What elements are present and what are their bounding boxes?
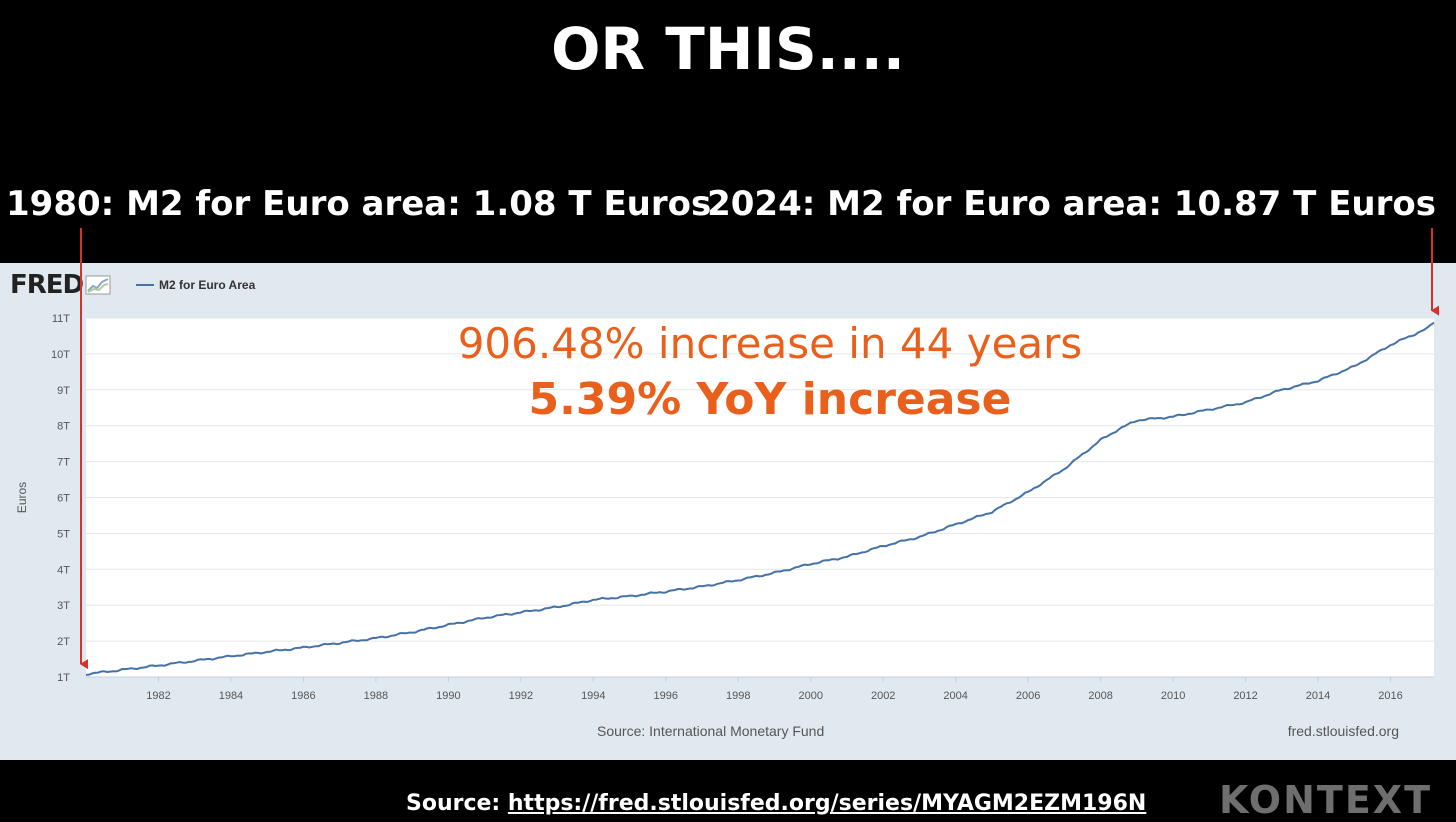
y-tick-label: 4T xyxy=(57,564,70,576)
x-tick-label: 2004 xyxy=(943,690,967,702)
y-tick-label: 2T xyxy=(57,636,70,648)
y-tick-label: 3T xyxy=(57,600,70,612)
increase-annotation: 906.48% increase in 44 years xyxy=(457,319,1083,368)
m2-line-chart: 1T 2T 3T 4T 5T 6T 7T 8T 9T 10T 11T 1982 1984 1986 1988… xyxy=(15,228,1439,702)
y-axis-title: Euros xyxy=(15,482,29,513)
x-tick-label: 2016 xyxy=(1378,690,1402,702)
x-tick-label: 2010 xyxy=(1161,690,1185,702)
kontext-logo: KONTEXT xyxy=(1219,778,1432,822)
x-tick-label: 1996 xyxy=(654,690,678,702)
x-tick-label: 1998 xyxy=(726,690,750,702)
chart-legend: M2 for Euro Area xyxy=(136,275,255,295)
x-tick-label: 1990 xyxy=(436,690,460,702)
x-tick-label: 1982 xyxy=(146,690,170,702)
x-tick-label: 1994 xyxy=(581,690,605,702)
fred-logo: FRED xyxy=(10,270,111,300)
x-tick-label: 2012 xyxy=(1233,690,1257,702)
y-tick-label: 10T xyxy=(51,349,70,361)
callout-1980: 1980: M2 for Euro area: 1.08 T Euros xyxy=(6,184,712,224)
callout-2024: 2024: M2 for Euro area: 10.87 T Euros xyxy=(707,184,1436,224)
fred-logo-graph-icon xyxy=(85,275,111,295)
x-tick-label: 2008 xyxy=(1088,690,1112,702)
y-tick-label: 11T xyxy=(52,313,70,325)
yoy-annotation: 5.39% YoY increase xyxy=(528,374,1012,425)
footer-source: Source: https://fred.stlouisfed.org/seri… xyxy=(406,789,1146,819)
x-tick-label: 2000 xyxy=(798,690,822,702)
x-tick-label: 2014 xyxy=(1306,690,1330,702)
x-tick-label: 2006 xyxy=(1016,690,1040,702)
legend-label: M2 for Euro Area xyxy=(159,278,256,292)
y-tick-label: 8T xyxy=(57,421,70,433)
y-tick-label: 5T xyxy=(57,528,70,540)
legend-line-swatch xyxy=(136,284,154,286)
x-tick-label: 1984 xyxy=(219,690,243,702)
headline: OR THIS.... xyxy=(551,15,905,83)
y-tick-label: 6T xyxy=(57,493,70,505)
x-tick-label: 1988 xyxy=(364,690,388,702)
fred-source-text: Source: International Monetary Fund xyxy=(597,723,825,739)
x-tick-label: 2002 xyxy=(871,690,895,702)
y-tick-label: 7T xyxy=(57,457,70,469)
fred-logo-text: FRED xyxy=(10,270,84,300)
footer-source-label: Source: xyxy=(406,791,508,816)
y-tick-label: 1T xyxy=(57,672,70,684)
footer-source-link[interactable]: https://fred.stlouisfed.org/series/MYAGM… xyxy=(507,791,1147,816)
series-line-m2 xyxy=(85,321,1435,676)
x-tick-label: 1992 xyxy=(509,690,533,702)
fred-site-link[interactable]: fred.stlouisfed.org xyxy=(1287,723,1399,739)
y-tick-label: 9T xyxy=(57,385,70,397)
x-tick-label: 1986 xyxy=(291,690,315,702)
